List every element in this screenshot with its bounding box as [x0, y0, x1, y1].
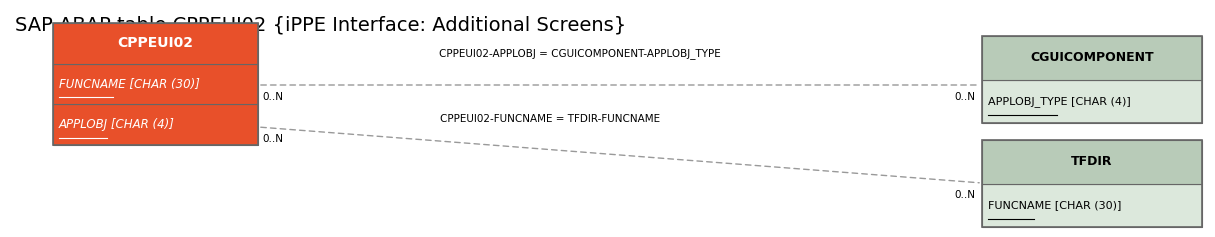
Text: CPPEUI02-FUNCNAME = TFDIR-FUNCNAME: CPPEUI02-FUNCNAME = TFDIR-FUNCNAME	[440, 114, 660, 124]
Text: CPPEUI02: CPPEUI02	[118, 36, 193, 50]
FancyBboxPatch shape	[53, 64, 258, 104]
Text: TFDIR: TFDIR	[1072, 155, 1113, 168]
Text: FUNCNAME [CHAR (30)]: FUNCNAME [CHAR (30)]	[988, 200, 1121, 210]
FancyBboxPatch shape	[982, 36, 1202, 79]
Text: 0..N: 0..N	[954, 92, 974, 102]
Text: SAP ABAP table CPPEUI02 {iPPE Interface: Additional Screens}: SAP ABAP table CPPEUI02 {iPPE Interface:…	[15, 15, 626, 34]
FancyBboxPatch shape	[53, 23, 258, 64]
Text: CPPEUI02-APPLOBJ = CGUICOMPONENT-APPLOBJ_TYPE: CPPEUI02-APPLOBJ = CGUICOMPONENT-APPLOBJ…	[439, 48, 720, 59]
Text: FUNCNAME [CHAR (30)]: FUNCNAME [CHAR (30)]	[60, 77, 200, 91]
FancyBboxPatch shape	[982, 183, 1202, 227]
FancyBboxPatch shape	[53, 104, 258, 145]
Text: APPLOBJ [CHAR (4)]: APPLOBJ [CHAR (4)]	[60, 118, 175, 131]
Text: 0..N: 0..N	[954, 190, 974, 200]
FancyBboxPatch shape	[982, 140, 1202, 183]
Text: 0..N: 0..N	[262, 92, 283, 102]
Text: APPLOBJ_TYPE [CHAR (4)]: APPLOBJ_TYPE [CHAR (4)]	[988, 96, 1131, 107]
Text: 0..N: 0..N	[262, 134, 283, 144]
Text: CGUICOMPONENT: CGUICOMPONENT	[1030, 51, 1154, 64]
FancyBboxPatch shape	[982, 79, 1202, 123]
